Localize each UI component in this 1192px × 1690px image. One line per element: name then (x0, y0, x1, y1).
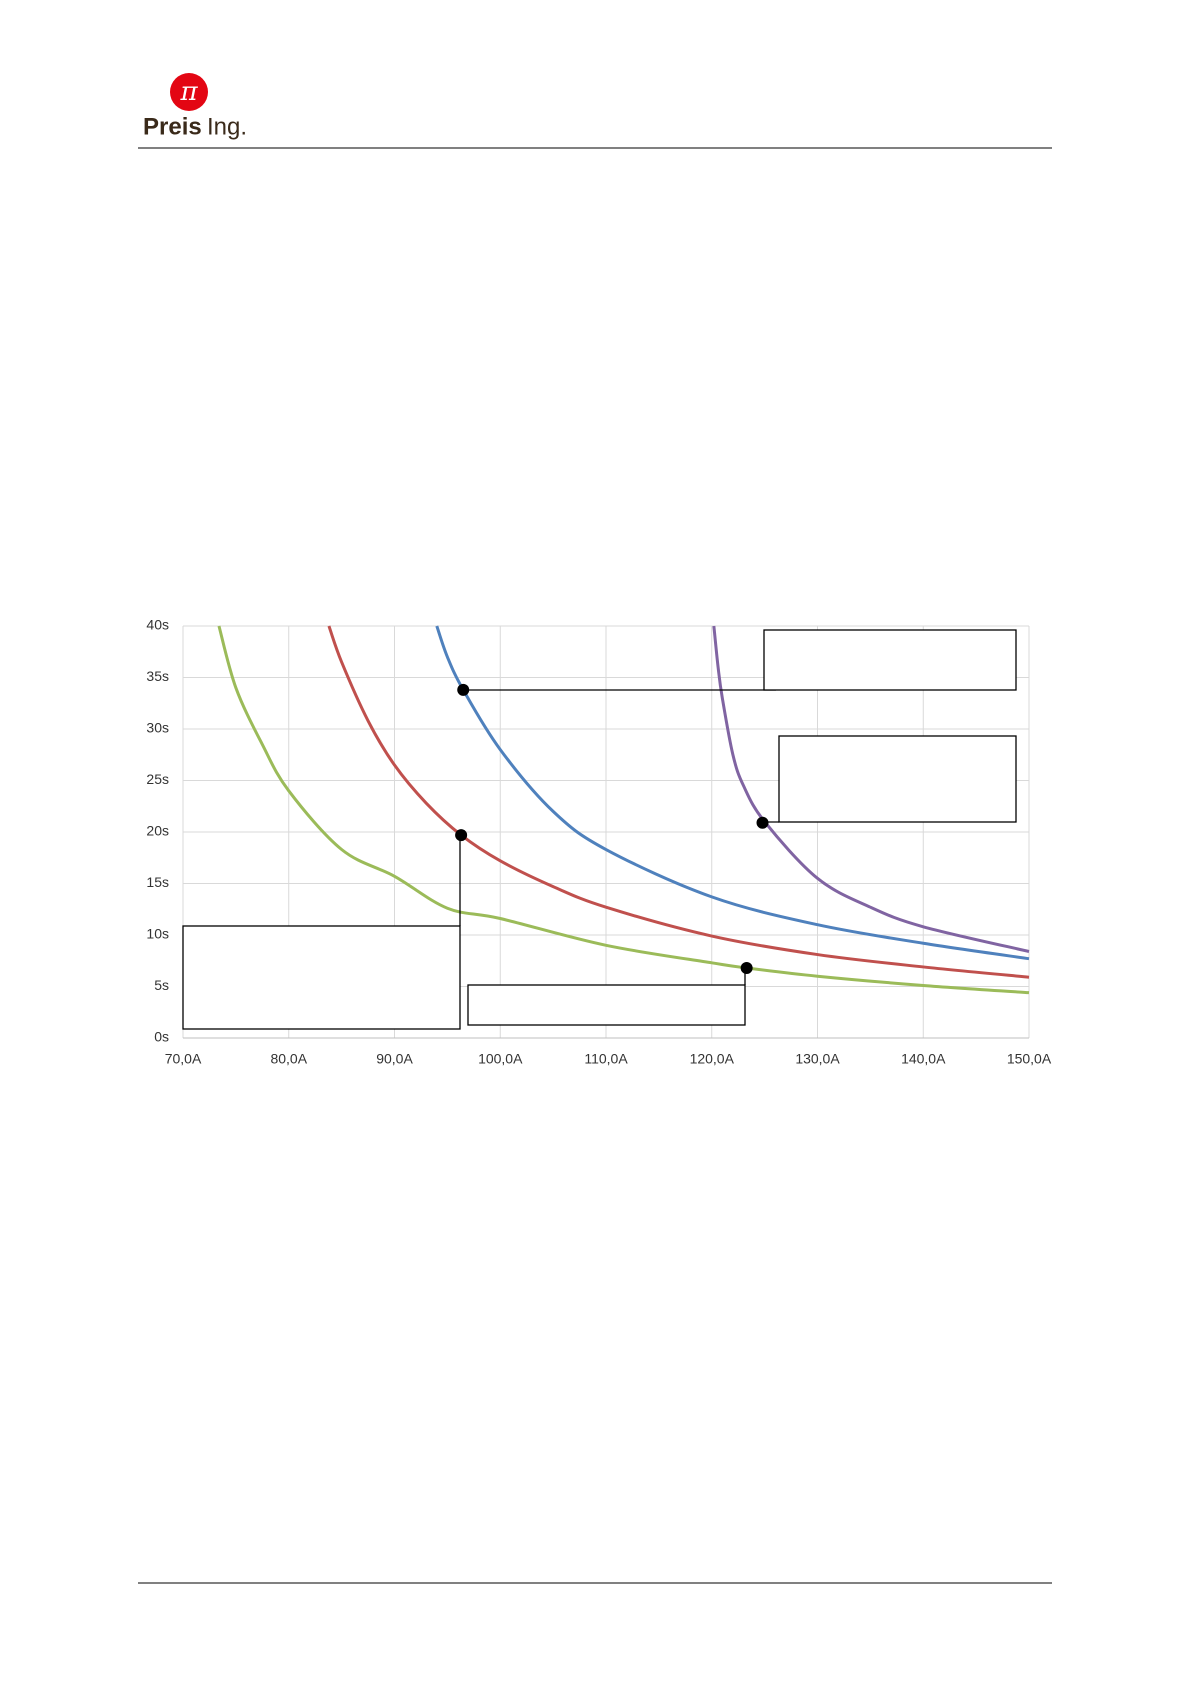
x-tick-label: 100,0A (478, 1051, 523, 1067)
x-tick-label: 120,0A (690, 1051, 735, 1067)
annotation-box (467, 984, 746, 1026)
annotation-box (778, 735, 1017, 823)
y-tick-label: 5s (154, 977, 169, 993)
x-tick-label: 130,0A (795, 1051, 840, 1067)
y-tick-label: 30s (146, 720, 169, 736)
x-tick-label: 90,0A (376, 1051, 413, 1067)
x-tick-label: 140,0A (901, 1051, 946, 1067)
series-line (712, 625, 1030, 953)
markers (455, 683, 769, 974)
logo-circle (170, 73, 208, 111)
company-name: Preis (143, 113, 202, 140)
logo-pi: π (179, 77, 198, 107)
x-tick-label: 80,0A (270, 1051, 307, 1067)
x-tick-label: 150,0A (1007, 1051, 1052, 1067)
series-line (217, 625, 1030, 995)
x-tick-label: 70,0A (165, 1051, 202, 1067)
marker-dot (756, 816, 769, 829)
y-tick-label: 15s (146, 874, 169, 890)
y-tick-label: 20s (146, 823, 169, 839)
chart: 0s 5s 10s 15s 20s 25s 30s 35s 40s 70,0A 80,0A 90,0A… (146, 617, 1051, 1067)
marker-dot (455, 829, 468, 842)
marker-dot (740, 961, 753, 974)
marker-dot (457, 683, 470, 696)
company-suffix: Ing. (207, 113, 247, 140)
y-tick-label: 0s (154, 1029, 169, 1045)
y-tick-label: 10s (146, 926, 169, 942)
annotation-box (182, 925, 461, 1030)
series-line (327, 625, 1030, 979)
y-tick-label: 25s (146, 771, 169, 787)
x-tick-label: 110,0A (584, 1051, 628, 1067)
y-tick-label: 40s (146, 617, 169, 633)
series-line (435, 625, 1030, 961)
y-tick-label: 35s (146, 668, 169, 684)
annotation-box (763, 629, 1017, 691)
